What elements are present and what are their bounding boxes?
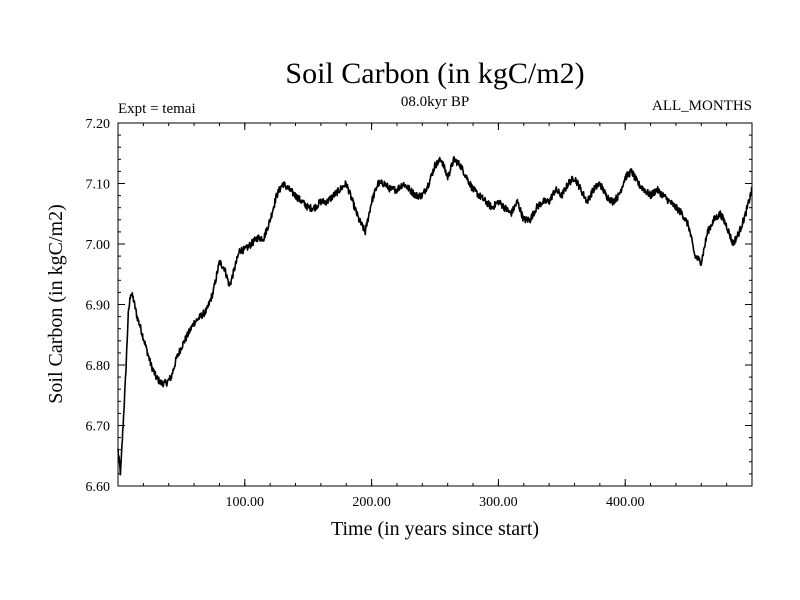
y-tick-label: 7.00 — [86, 238, 111, 253]
y-tick-label: 7.20 — [86, 117, 111, 132]
x-axis: 100.00 200.00 300.00 400.00 — [142, 123, 728, 510]
y-axis: 6.60 6.70 6.80 6.90 7.00 7.10 7.20 — [86, 117, 752, 495]
chart-title: Soil Carbon (in kgC/m2) — [285, 57, 584, 90]
period-label: 08.0kyr BP — [401, 94, 469, 110]
x-axis-label: Time (in years since start) — [331, 518, 539, 540]
plot-frame — [117, 122, 753, 487]
experiment-label: Expt = temai — [118, 101, 196, 117]
x-tick-label: 100.00 — [226, 495, 265, 510]
y-tick-label: 7.10 — [86, 178, 111, 193]
y-axis-label: Soil Carbon (in kgC/m2) — [45, 204, 67, 403]
y-tick-label: 6.90 — [86, 299, 111, 314]
y-tick-label: 6.70 — [86, 420, 111, 435]
y-tick-label: 6.80 — [86, 359, 111, 374]
x-tick-label: 300.00 — [479, 495, 518, 510]
x-tick-label: 400.00 — [606, 495, 645, 510]
series-line-soil-carbon — [117, 156, 753, 476]
months-label: ALL_MONTHS — [652, 98, 752, 114]
y-tick-label: 6.60 — [86, 480, 111, 495]
x-tick-label: 200.00 — [352, 495, 391, 510]
series-layer — [117, 156, 753, 476]
